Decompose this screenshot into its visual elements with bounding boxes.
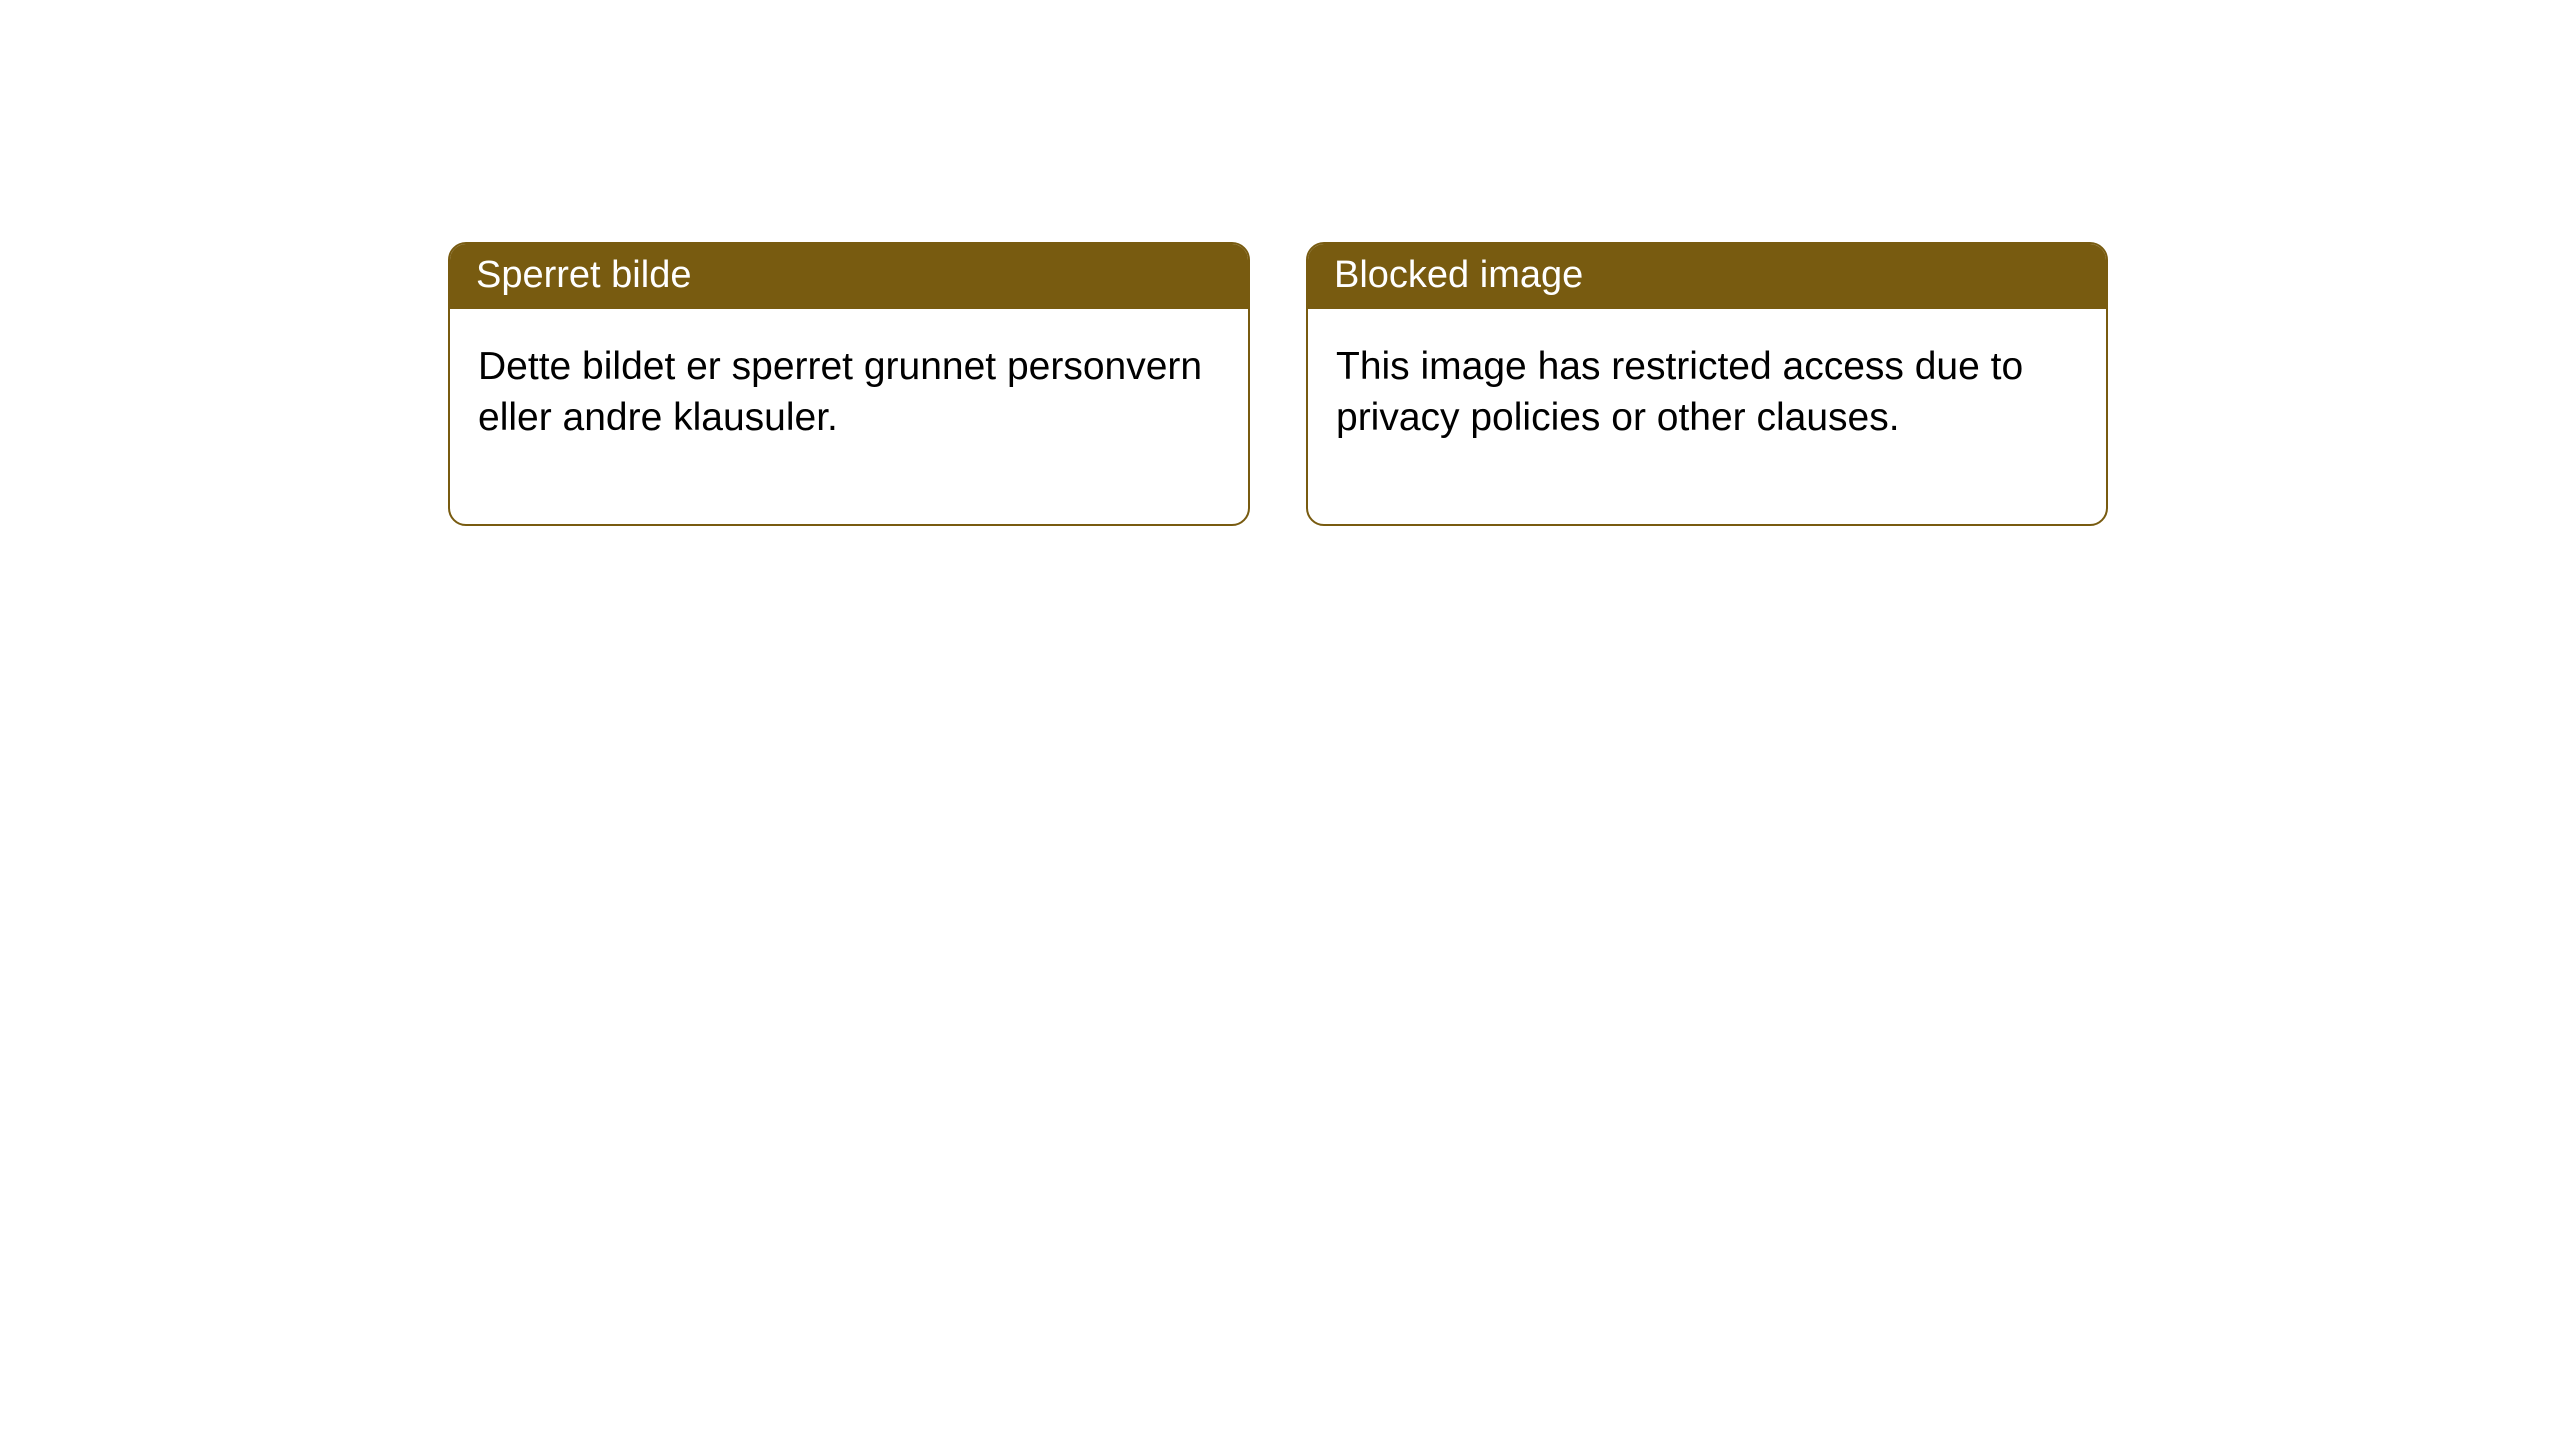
notice-container: Sperret bilde Dette bildet er sperret gr… [0, 0, 2560, 526]
notice-card-english: Blocked image This image has restricted … [1306, 242, 2108, 526]
notice-title-norwegian: Sperret bilde [450, 244, 1248, 309]
notice-body-norwegian: Dette bildet er sperret grunnet personve… [450, 309, 1248, 524]
notice-body-english: This image has restricted access due to … [1308, 309, 2106, 524]
notice-title-english: Blocked image [1308, 244, 2106, 309]
notice-card-norwegian: Sperret bilde Dette bildet er sperret gr… [448, 242, 1250, 526]
